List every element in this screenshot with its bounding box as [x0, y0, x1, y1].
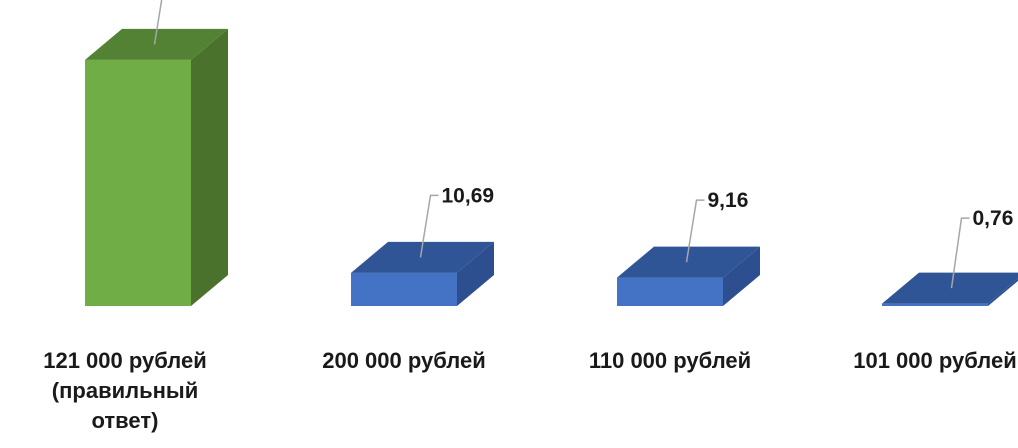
data-label-leader-line — [153, 0, 163, 45]
data-label-leader-line — [685, 199, 705, 263]
bar-1 — [85, 28, 228, 307]
category-label: 110 000 рублей — [588, 348, 752, 373]
bar-front-face — [617, 277, 723, 306]
bar-front-face — [351, 272, 457, 306]
data-label: 0,76 — [973, 207, 1014, 230]
category-label: 101 000 рублей — [853, 348, 1017, 373]
bar-2 — [351, 241, 494, 306]
bar-3 — [617, 246, 760, 306]
bar-4 — [882, 272, 1018, 306]
data-label: 10,69 — [442, 184, 495, 207]
bar-front-face — [85, 59, 191, 307]
category-label: 121 000 рублей (правильный ответ) — [43, 348, 207, 433]
data-label-leader-line — [419, 194, 439, 258]
bar-side-face — [723, 246, 760, 306]
category-label: 200 000 рублей — [322, 348, 486, 373]
data-label: 9,16 — [708, 189, 749, 212]
bar-top-face — [617, 246, 760, 278]
bar-side-face — [457, 241, 494, 306]
bar-top-face — [351, 241, 494, 273]
bar-top-face — [882, 272, 1018, 304]
bar-top-face — [85, 28, 228, 60]
bar-side-face — [988, 278, 1018, 306]
bar-side-face — [191, 28, 228, 307]
data-label-leader-line — [950, 217, 970, 289]
bar-front-face — [882, 303, 988, 306]
